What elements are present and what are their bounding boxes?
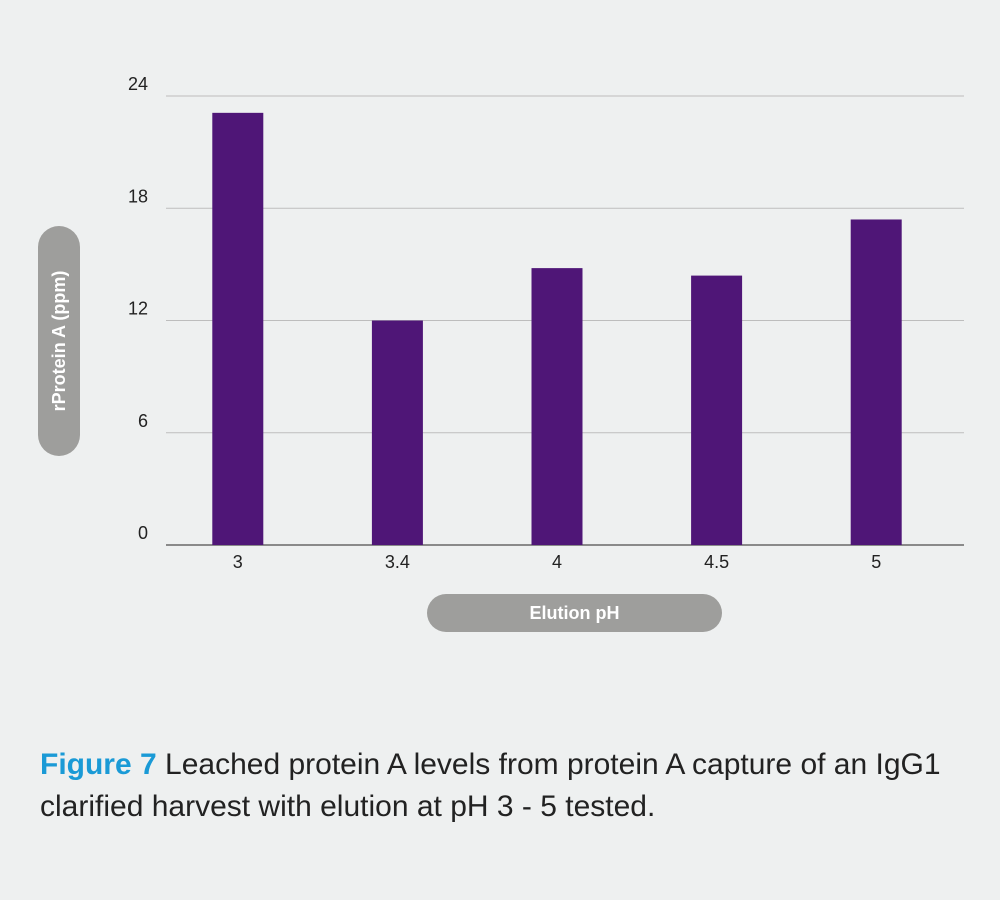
- y-tick-label: 12: [128, 299, 148, 319]
- x-tick-labels: 3 3.4 4 4.5 5: [233, 552, 881, 572]
- bar: [691, 275, 743, 545]
- bar-chart: 0 6 12 18 24 3 3.4 4 4.5 5 rProtein A (ppm) Elut…: [38, 74, 964, 632]
- y-tick-label: 6: [138, 411, 148, 431]
- y-axis-pill: [38, 226, 80, 456]
- figure-caption: Figure 7 Leached protein A levels from p…: [40, 744, 970, 828]
- bar: [531, 268, 583, 545]
- x-tick-label: 3: [233, 552, 243, 572]
- bar: [212, 112, 264, 546]
- y-tick-label: 18: [128, 186, 148, 206]
- x-tick-label: 4: [552, 552, 562, 572]
- y-tick-labels: 0 6 12 18 24: [128, 74, 148, 543]
- figure-caption-text: Leached protein A levels from protein A …: [40, 748, 941, 823]
- y-tick-label: 0: [138, 523, 148, 543]
- x-axis-label: Elution pH: [530, 603, 620, 623]
- y-axis-title: rProtein A (ppm): [38, 226, 80, 456]
- x-axis-pill: [427, 594, 722, 632]
- bar: [371, 320, 423, 545]
- y-tick-label: 24: [128, 74, 148, 94]
- bars: [212, 112, 902, 546]
- x-axis-title: Elution pH: [427, 594, 722, 632]
- figure-label: Figure 7: [40, 748, 157, 781]
- bar: [850, 219, 902, 545]
- y-axis-label: rProtein A (ppm): [49, 271, 69, 412]
- x-tick-label: 3.4: [385, 552, 410, 572]
- x-tick-label: 5: [871, 552, 881, 572]
- x-tick-label: 4.5: [704, 552, 729, 572]
